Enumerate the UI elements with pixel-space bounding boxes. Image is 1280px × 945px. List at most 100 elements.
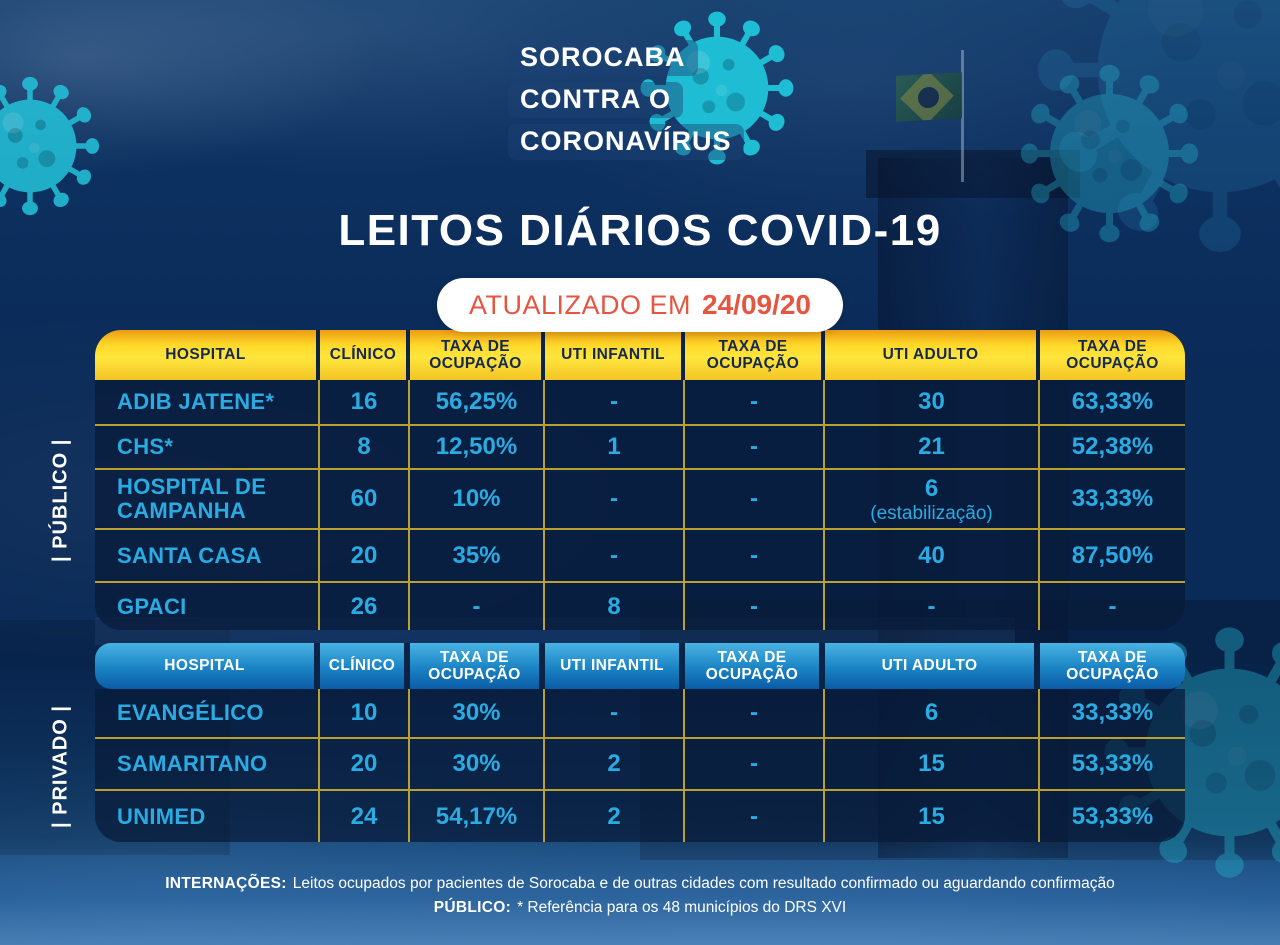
hospital-name-cell: SANTA CASA: [95, 530, 320, 581]
uti-adulto-cell: 15: [825, 739, 1040, 789]
public-table-body: ADIB JATENE* 16 56,25% - - 30 63,33% CHS…: [95, 380, 1185, 630]
footnote-label: PÚBLICO:: [433, 899, 512, 916]
update-date: 24/09/20: [702, 289, 812, 320]
column-header: TAXA DE OCUPAÇÃO: [685, 643, 825, 689]
private-hospitals-table: HOSPITAL CLÍNICO TAXA DE OCUPAÇÃO UTI IN…: [95, 643, 1185, 842]
brand-line: CONTRA O: [508, 82, 683, 118]
footnote-internacoes: INTERNAÇÕES: Leitos ocupados por paciente…: [0, 875, 1280, 893]
taxa-ocupacao-cell: 33,33%: [1071, 699, 1154, 726]
public-hospitals-table: HOSPITAL CLÍNICO TAXA DE OCUPAÇÃO UTI IN…: [95, 330, 1185, 630]
footnote-text: Leitos ocupados por pacientes de Sorocab…: [292, 875, 1115, 892]
brand-logo: SOROCABA CONTRA O CORONAVÍRUS: [508, 40, 744, 166]
taxa-ocupacao-cell: 30%: [410, 739, 545, 789]
taxa-ocupacao-cell: 53,33%: [1071, 802, 1154, 830]
hospital-name-cell: HOSPITAL DE CAMPANHA: [95, 470, 320, 528]
taxa-ocupacao-cell: -: [1108, 592, 1117, 620]
update-label: ATUALIZADO EM: [468, 289, 692, 320]
hospital-name-cell: ADIB JATENE*: [95, 380, 320, 424]
taxa-ocupacao-cell: -: [685, 380, 825, 424]
side-label-publico: | PÚBLICO |: [49, 438, 72, 562]
brand-line: SOROCABA: [508, 40, 698, 76]
taxa-ocupacao-cell: 63,33%: [1071, 388, 1154, 415]
column-header: TAXA DE OCUPAÇÃO: [410, 643, 545, 689]
clinico-cell: 16: [320, 380, 410, 424]
clinico-cell: 10: [320, 689, 410, 737]
taxa-ocupacao-cell: 54,17%: [410, 791, 545, 842]
taxa-ocupacao-cell: 56,25%: [410, 380, 545, 424]
column-header: CLÍNICO: [320, 643, 410, 689]
table-row: UNIMED 24 54,17% 2 - 15 53,33%: [95, 789, 1185, 842]
taxa-ocupacao-cell: -: [685, 426, 825, 468]
clinico-cell: 8: [320, 426, 410, 468]
taxa-ocupacao-cell: 30%: [410, 689, 545, 737]
footnote-text: * Referência para os 48 municípios do DR…: [517, 899, 847, 916]
hospital-name-cell: GPACI: [95, 583, 320, 630]
column-header: UTI INFANTIL: [545, 330, 685, 380]
public-table-header: HOSPITAL CLÍNICO TAXA DE OCUPAÇÃO UTI IN…: [95, 330, 1185, 380]
taxa-ocupacao-cell: -: [685, 470, 825, 528]
uti-infantil-cell: 2: [545, 791, 685, 842]
column-header: HOSPITAL: [95, 330, 320, 380]
private-table-body: EVANGÉLICO 10 30% - - 6 33,33% SAMARITAN…: [95, 689, 1185, 842]
uti-adulto-value: 6: [924, 474, 939, 502]
table-row: SAMARITANO 20 30% 2 - 15 53,33%: [95, 737, 1185, 789]
taxa-ocupacao-cell: 33,33%: [1071, 485, 1154, 512]
taxa-ocupacao-cell: 87,50%: [1071, 541, 1154, 569]
column-header: TAXA DE OCUPAÇÃO: [685, 330, 825, 380]
private-table-header: HOSPITAL CLÍNICO TAXA DE OCUPAÇÃO UTI IN…: [95, 643, 1185, 689]
taxa-ocupacao-cell: -: [685, 530, 825, 581]
uti-infantil-cell: -: [545, 470, 685, 528]
taxa-ocupacao-cell: 10%: [410, 470, 545, 528]
flag-pole: [961, 50, 964, 182]
taxa-ocupacao-cell: -: [685, 739, 825, 789]
brazil-flag: [896, 72, 962, 122]
table-row: ADIB JATENE* 16 56,25% - - 30 63,33%: [95, 380, 1185, 424]
column-header: CLÍNICO: [320, 330, 410, 380]
footnote-label: INTERNAÇÕES:: [165, 875, 287, 892]
uti-adulto-cell: -: [825, 583, 1040, 630]
column-header: TAXA DE OCUPAÇÃO: [1066, 337, 1159, 372]
taxa-ocupacao-cell: -: [410, 583, 545, 630]
table-row: GPACI 26 - 8 - - -: [95, 581, 1185, 630]
taxa-ocupacao-cell: 12,50%: [410, 426, 545, 468]
footnote-publico: PÚBLICO: * Referência para os 48 municípi…: [0, 899, 1280, 917]
taxa-ocupacao-cell: 53,33%: [1071, 750, 1154, 777]
uti-adulto-cell: 40: [825, 530, 1040, 581]
table-row: HOSPITAL DE CAMPANHA 60 10% - - 6 (estab…: [95, 468, 1185, 528]
uti-adulto-cell: 21: [825, 426, 1040, 468]
uti-adulto-cell: 15: [825, 791, 1040, 842]
uti-adulto-cell: 6 (estabilização): [825, 470, 1040, 528]
table-row: EVANGÉLICO 10 30% - - 6 33,33%: [95, 689, 1185, 737]
uti-infantil-cell: 2: [545, 739, 685, 789]
column-header: TAXA DE OCUPAÇÃO: [1066, 648, 1159, 683]
taxa-ocupacao-cell: 52,38%: [1071, 433, 1154, 460]
hospital-name-cell: CHS*: [95, 426, 320, 468]
uti-infantil-cell: -: [545, 530, 685, 581]
table-row: SANTA CASA 20 35% - - 40 87,50%: [95, 528, 1185, 581]
column-header: HOSPITAL: [95, 643, 320, 689]
clinico-cell: 20: [320, 739, 410, 789]
column-header: UTI ADULTO: [825, 330, 1040, 380]
clinico-cell: 60: [320, 470, 410, 528]
taxa-ocupacao-cell: -: [685, 583, 825, 630]
brand-line: CORONAVÍRUS: [508, 124, 744, 160]
taxa-ocupacao-cell: -: [685, 689, 825, 737]
uti-infantil-cell: 1: [545, 426, 685, 468]
clinico-cell: 26: [320, 583, 410, 630]
update-badge: ATUALIZADO EM 24/09/20: [436, 278, 844, 332]
page-title: LEITOS DIÁRIOS COVID-19: [338, 206, 942, 255]
hospital-name-cell: UNIMED: [95, 791, 320, 842]
table-row: CHS* 8 12,50% 1 - 21 52,38%: [95, 424, 1185, 468]
uti-infantil-cell: -: [545, 689, 685, 737]
uti-adulto-cell: 6: [825, 689, 1040, 737]
clinico-cell: 20: [320, 530, 410, 581]
taxa-ocupacao-cell: 35%: [410, 530, 545, 581]
taxa-ocupacao-cell: -: [685, 791, 825, 842]
hospital-name-cell: EVANGÉLICO: [95, 689, 320, 737]
uti-adulto-cell: 30: [825, 380, 1040, 424]
column-header: UTI ADULTO: [825, 643, 1040, 689]
side-label-privado: | PRIVADO |: [49, 705, 72, 828]
column-header: TAXA DE OCUPAÇÃO: [410, 330, 545, 380]
clinico-cell: 24: [320, 791, 410, 842]
